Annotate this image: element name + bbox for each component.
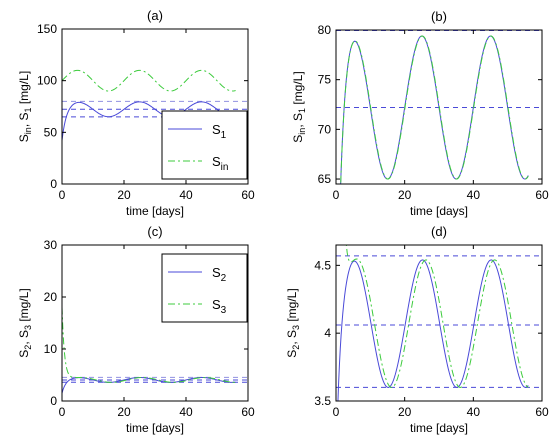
panel-title: (b): [431, 9, 447, 24]
y-tick-label: 20: [44, 290, 58, 304]
panel-title: (c): [147, 224, 162, 239]
y-axis-label-part-1: 2: [291, 345, 301, 350]
y-axis-label-part-2: , S: [17, 330, 31, 345]
y-axis-label-part-4: [mg/L]: [285, 288, 299, 325]
x-tick-label: 0: [59, 188, 66, 202]
y-axis-label-part-1: 2: [23, 345, 33, 350]
y-axis-label: Sin, S1 [mg/L]: [291, 71, 307, 142]
y-tick-label: 50: [44, 125, 58, 139]
x-tick-label: 20: [117, 405, 131, 419]
x-axis-label: time [days]: [126, 421, 184, 435]
legend-entry: S1: [212, 122, 227, 141]
x-tick-label: 20: [398, 188, 412, 202]
y-axis-label: S2, S3 [mg/L]: [285, 288, 301, 357]
y-axis-label-part-2: , S: [285, 330, 299, 345]
x-tick-label: 0: [333, 405, 340, 419]
y-axis-label-part-0: S: [17, 134, 31, 142]
y-tick-label: 0: [50, 394, 57, 408]
y-axis-label: Sin, S1 [mg/L]: [17, 71, 33, 142]
y-axis-label-part-0: S: [17, 350, 31, 358]
legend-entry-base: S: [212, 122, 221, 137]
panel-title: (d): [431, 224, 447, 239]
legend-box: [161, 253, 248, 323]
x-tick-label: 0: [333, 188, 340, 202]
series-line-a-1: [62, 69, 236, 92]
x-tick-label: 60: [241, 188, 255, 202]
y-tick-label: 65: [318, 172, 332, 186]
y-axis-label: S2, S3 [mg/L]: [17, 288, 33, 357]
x-tick-label: 0: [59, 405, 66, 419]
y-axis-label-part-1: in: [297, 128, 307, 135]
legend-entry-base: S: [212, 154, 221, 169]
x-tick-label: 60: [535, 405, 549, 419]
axes-frame-b: [335, 29, 543, 185]
legend-entry: S3: [212, 297, 227, 316]
legend-entry-sub: 1: [221, 130, 227, 141]
axes-frame-c: [61, 244, 249, 402]
x-axis-label: time [days]: [126, 204, 184, 218]
x-tick-label: 60: [535, 188, 549, 202]
y-tick-label: 4.5: [314, 258, 331, 272]
y-axis-label-part-2: , S: [291, 113, 305, 128]
plot-area-c: [62, 307, 248, 394]
y-axis-label-part-2: , S: [17, 113, 31, 128]
y-axis-label-part-3: 3: [291, 325, 301, 330]
y-axis-label-part-4: [mg/L]: [291, 71, 305, 108]
series-line-b-1: [340, 35, 529, 184]
y-tick-label: 75: [318, 73, 332, 87]
series-line-d-1: [345, 245, 529, 388]
legend-box: [161, 110, 248, 180]
y-tick-label: 4: [324, 326, 331, 340]
series-line-c-1: [62, 307, 236, 383]
x-tick-label: 40: [467, 405, 481, 419]
legend-entry: Sin: [212, 154, 228, 173]
y-tick-label: 3.5: [314, 394, 331, 408]
panel-b: 0 20 40 60 65 70 75 80 (b) time [days] Sin, S1 [mg…: [291, 9, 549, 218]
y-axis-label-part-3: 3: [23, 325, 33, 330]
y-axis-label-part-0: S: [291, 135, 305, 143]
plot-area-b: [336, 30, 542, 184]
legend-entry-sub: 3: [221, 305, 227, 316]
x-tick-label: 40: [467, 188, 481, 202]
legend-entry: S2: [212, 265, 227, 284]
y-tick-label: 100: [37, 74, 57, 88]
y-tick-label: 30: [44, 238, 58, 252]
legend-entry-base: S: [212, 265, 221, 280]
y-tick-label: 150: [37, 22, 57, 36]
x-tick-label: 40: [179, 188, 193, 202]
series-line-b-0: [340, 35, 529, 184]
y-axis-label-part-1: in: [23, 127, 33, 134]
plot-area-d: [336, 245, 542, 401]
x-tick-label: 20: [117, 188, 131, 202]
x-axis-label: time [days]: [410, 421, 468, 435]
y-axis-label-part-4: [mg/L]: [17, 71, 31, 108]
y-axis-label-part-0: S: [285, 350, 299, 358]
y-tick-label: 70: [318, 122, 332, 136]
y-axis-label-part-4: [mg/L]: [17, 288, 31, 325]
panel-d: 0 20 40 60 3.5 4 4.5 (d) time [days] S2, S3 [mg/L…: [285, 224, 549, 435]
y-tick-label: 80: [318, 23, 332, 37]
x-axis-label: time [days]: [410, 204, 468, 218]
panel-title: (a): [147, 8, 163, 23]
y-tick-label: 0: [50, 177, 57, 191]
y-tick-label: 10: [44, 342, 58, 356]
x-tick-label: 60: [241, 405, 255, 419]
series-line-c-0: [62, 377, 236, 394]
legend-entry-sub: in: [221, 162, 229, 173]
y-axis-label-part-3: 1: [23, 107, 33, 112]
legend-entry-sub: 2: [221, 273, 227, 284]
series-line-a-0: [62, 101, 236, 141]
x-tick-label: 20: [398, 405, 412, 419]
axes-frame-a: [61, 28, 249, 185]
legend-entry-base: S: [212, 297, 221, 312]
series-line-d-0: [337, 259, 529, 401]
x-tick-label: 40: [179, 405, 193, 419]
y-axis-label-part-3: 1: [297, 108, 307, 113]
axes-frame-d: [335, 244, 543, 402]
